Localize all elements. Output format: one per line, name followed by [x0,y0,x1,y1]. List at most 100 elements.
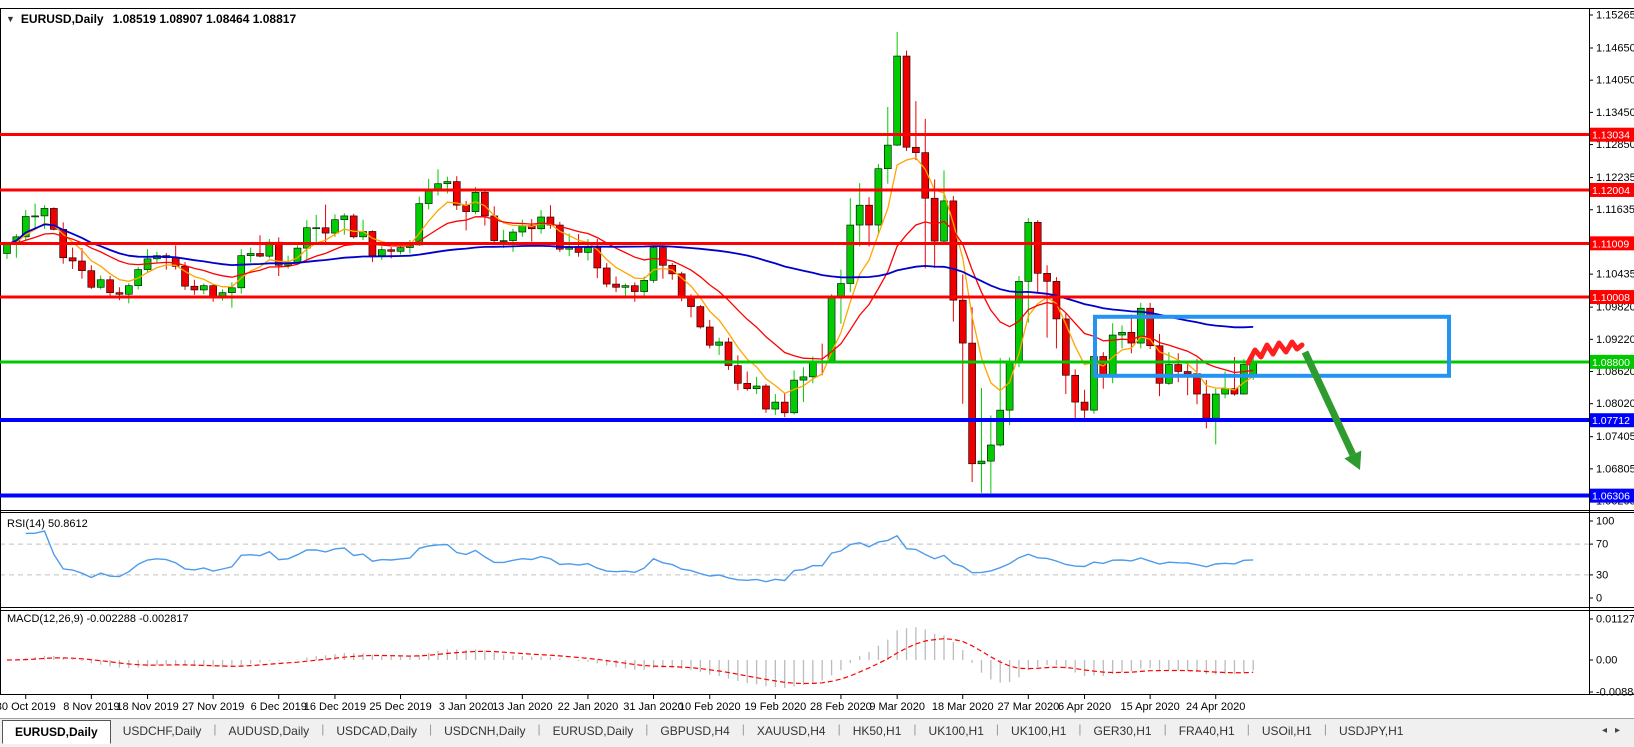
candle-down [958,299,967,344]
price-line-badge-label: 1.07712 [1592,415,1630,427]
date-tick-label: 16 Dec 2019 [304,701,366,713]
candle-up [809,361,817,378]
moving-average-line [6,216,1254,374]
candle-down [1062,318,1070,376]
candle-up [199,285,208,291]
candle-down [912,146,920,153]
date-tick-label: 8 Nov 2019 [63,701,119,713]
chart-tab-usdcad-daily[interactable]: USDCAD,Daily [336,723,417,738]
candle-up [771,401,780,410]
candle-down [968,342,976,465]
candle-down [78,260,86,271]
date-tick-label: 3 Jan 2020 [439,701,493,713]
macd-axis-label: 0.00 [1596,655,1617,667]
date-tick-label: 10 Feb 2020 [679,701,741,713]
candle-up [846,224,855,284]
chart-tab-ger30-h1[interactable]: GER30,H1 [1093,723,1152,738]
price-tick-label: 1.11635 [1596,204,1634,216]
chart-tab-uk100-h1[interactable]: UK100,H1 [928,723,984,738]
price-tick-label: 1.08020 [1596,398,1634,410]
chart-tab-audusd-daily[interactable]: AUDUSD,Daily [228,723,310,738]
moving-average-line [6,223,1254,329]
price-line-badge [1590,290,1634,305]
chart-tab-gbpusd-h4[interactable]: GBPUSD,H4 [660,723,730,738]
candle-up [752,385,761,389]
chart-tab-uk100-h1[interactable]: UK100,H1 [1011,723,1067,738]
chart-tab-hk50-h1[interactable]: HK50,H1 [852,723,902,738]
candle-down [1230,388,1239,395]
price-tick-label: 1.08620 [1596,366,1634,378]
candle-up [3,244,11,254]
candle-down [724,341,733,366]
candle-up [96,279,105,288]
price-axis: 1.15265 1.14650 1.14050 1.13450 1.12850 1.122… [1589,10,1634,699]
candle-up [31,215,39,218]
chart-tab-usdchf-daily[interactable]: USDCHF,Daily [122,723,202,738]
candle-up [1240,364,1248,395]
tab-separator: | [1163,722,1167,736]
candle-up [228,287,236,293]
candle-up [303,227,311,249]
candle-down [256,253,264,257]
chart-tab-eurusd-daily[interactable]: EURUSD,Daily [552,723,634,738]
chart-tab-usoil-h1[interactable]: USOil,H1 [1261,723,1312,738]
candle-down [556,224,564,250]
candle-down [602,267,611,285]
tab-scroll-arrows[interactable]: ◂▸ [1602,725,1628,736]
candle-up [312,227,321,230]
candle-down [1043,273,1051,282]
tab-separator: | [321,722,325,736]
tab-separator: | [1078,722,1082,736]
chart-tab-eurusd-daily[interactable]: EURUSD,Daily [2,720,111,744]
candle-down [527,225,536,230]
chart-tab-fra40-h1[interactable]: FRA40,H1 [1178,723,1235,738]
candle-down [687,297,695,307]
candle-up [509,231,517,241]
price-line-badge-label: 1.10008 [1592,292,1630,304]
chart-tab-xauusd-h4[interactable]: XAUUSD,H4 [756,723,826,738]
macd-pane [6,627,1254,688]
tab-scroll-right-icon: ▸ [1614,725,1628,736]
candle-down [387,249,395,252]
tab-separator: | [741,722,745,736]
price-line-badge [1590,182,1634,197]
main-price-pane [3,31,1258,494]
candle-up [415,203,424,246]
price-tick-label: 1.14050 [1596,75,1634,87]
candle-up [996,409,1005,446]
candle-down [1193,373,1201,395]
price-tick-label: 1.15265 [1596,10,1634,22]
price-tick-label: 1.06805 [1596,463,1634,475]
candle-down [106,279,114,293]
macd-axis-label: 0.011277 [1596,613,1634,625]
candle-down [321,227,330,234]
candle-up [377,249,386,256]
candle-up [340,215,349,220]
down-arrow-annotation[interactable] [1301,350,1356,457]
candle-up [499,240,508,242]
consolidation-rectangle[interactable] [1093,314,1451,378]
candle-down [921,152,930,199]
date-tick-label: 13 Jan 2020 [492,701,553,713]
price-tick-label: 1.14650 [1596,42,1634,54]
candle-up [331,219,339,234]
candle-down [612,283,620,288]
symbol-dropdown-icon[interactable]: ▼ [6,14,15,24]
candle-up [246,253,255,256]
price-line-badge-label: 1.12004 [1592,185,1630,197]
candle-down [1033,222,1042,274]
candle-down [50,208,58,230]
chart-tab-usdcnh-daily[interactable]: USDCNH,Daily [444,723,526,738]
price-tick-label: 1.12850 [1596,139,1634,151]
date-tick-label: 30 Oct 2019 [0,701,56,713]
date-tick-label: 24 Apr 2020 [1186,701,1245,713]
down-arrow-head[interactable] [1344,450,1362,470]
chart-tab-usdjpy-h1[interactable]: USDJPY,H1 [1338,723,1404,738]
candle-up [21,216,30,238]
price-line-badge [1590,354,1634,369]
tab-separator: | [537,722,541,736]
red-zigzag-annotation[interactable] [1245,339,1305,366]
date-tick-label: 9 Mar 2020 [869,701,925,713]
candle-up [237,255,246,289]
candle-down [68,257,77,262]
